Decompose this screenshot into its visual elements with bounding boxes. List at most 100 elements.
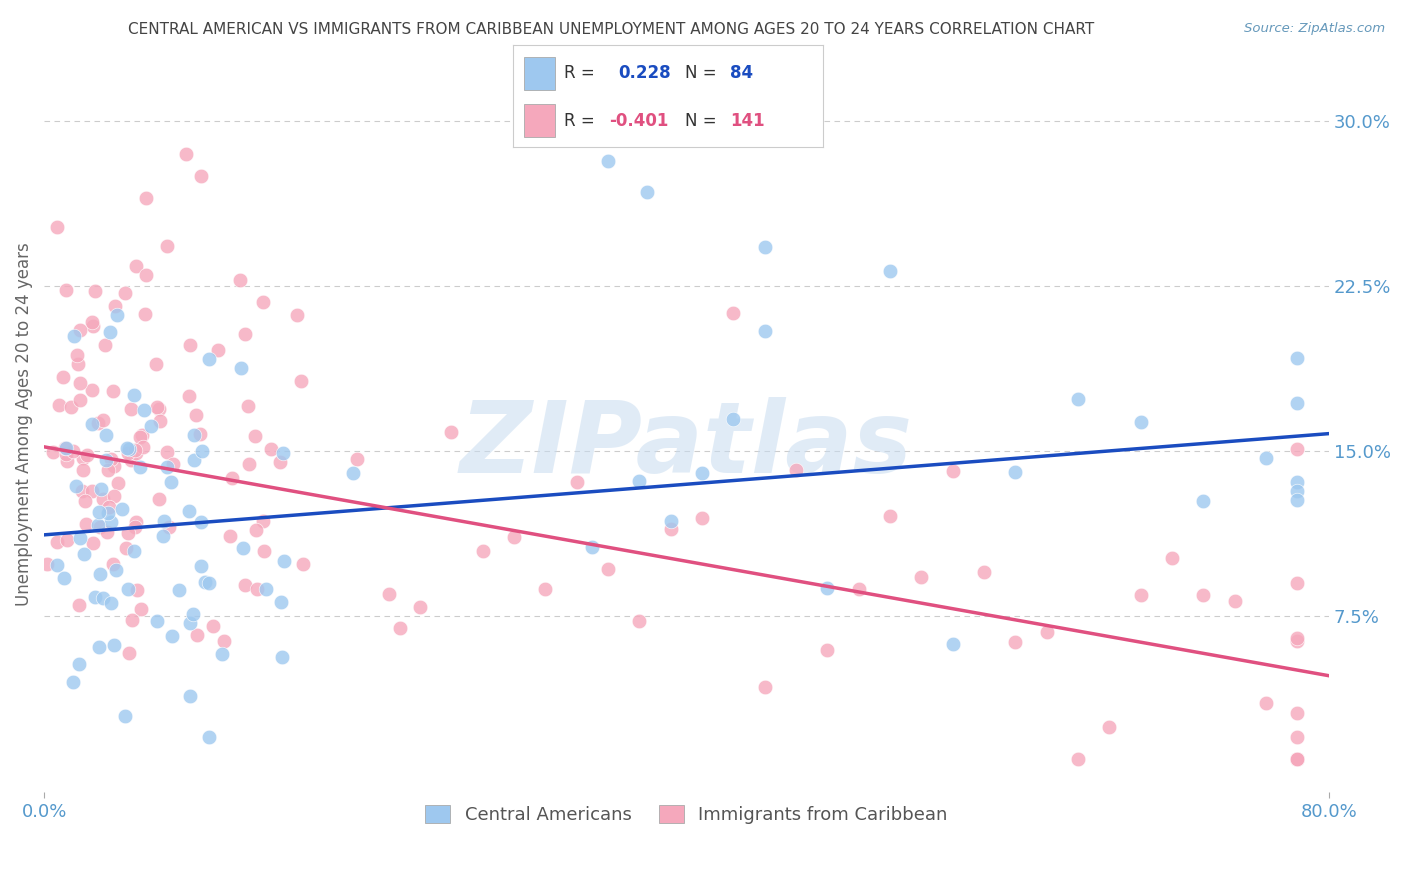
Point <box>1286 493 1309 508</box>
Point <box>1286 483 1309 498</box>
Text: ZIPatlas: ZIPatlas <box>460 397 912 494</box>
Point <box>179 689 201 703</box>
Point <box>149 414 172 428</box>
Point <box>118 442 141 457</box>
Point <box>1286 752 1309 766</box>
Text: 84: 84 <box>730 64 752 82</box>
Text: R =: R = <box>564 112 595 129</box>
Point <box>135 268 157 283</box>
Point <box>80 483 103 498</box>
Point <box>124 443 146 458</box>
Point <box>260 442 283 456</box>
Point <box>179 389 201 403</box>
Point <box>69 392 91 407</box>
Point <box>1004 634 1026 648</box>
Point <box>87 416 110 430</box>
Point <box>114 708 136 723</box>
Point <box>72 463 94 477</box>
Point <box>80 315 103 329</box>
Point <box>598 562 620 576</box>
Point <box>174 146 197 161</box>
Point <box>146 400 169 414</box>
Point <box>191 443 214 458</box>
Point <box>1067 392 1090 406</box>
Point <box>183 428 205 442</box>
Point <box>910 570 932 584</box>
Point <box>1286 752 1309 766</box>
Point <box>100 451 122 466</box>
Legend: Central Americans, Immigrants from Caribbean: Central Americans, Immigrants from Carib… <box>418 798 955 831</box>
Point <box>198 731 221 745</box>
Point <box>70 483 93 498</box>
Point <box>233 326 256 341</box>
Point <box>1192 588 1215 602</box>
Point <box>581 540 603 554</box>
Point <box>135 191 157 205</box>
Point <box>162 457 184 471</box>
Point <box>105 563 128 577</box>
Point <box>754 239 776 253</box>
Point <box>1254 450 1277 465</box>
Text: Source: ZipAtlas.com: Source: ZipAtlas.com <box>1244 22 1385 36</box>
Point <box>134 308 156 322</box>
Point <box>67 599 90 613</box>
Point <box>96 525 118 540</box>
Point <box>659 522 682 536</box>
Point <box>534 582 557 596</box>
Point <box>252 515 274 529</box>
Point <box>236 399 259 413</box>
Point <box>103 638 125 652</box>
Point <box>273 554 295 568</box>
Point <box>55 447 77 461</box>
Point <box>1286 351 1309 365</box>
Point <box>848 582 870 597</box>
Text: N =: N = <box>685 112 717 129</box>
Point <box>156 444 179 458</box>
Point <box>60 400 83 414</box>
Point <box>754 325 776 339</box>
Point <box>817 581 839 595</box>
Point <box>98 325 121 339</box>
Point <box>181 607 204 621</box>
Point <box>207 343 229 357</box>
Point <box>269 455 291 469</box>
Point <box>229 361 252 376</box>
Point <box>157 520 180 534</box>
Point <box>1223 594 1246 608</box>
Point <box>565 475 588 490</box>
Point <box>87 505 110 519</box>
Point <box>73 547 96 561</box>
Point <box>1286 752 1309 766</box>
Point <box>184 408 207 422</box>
Point <box>76 448 98 462</box>
Point <box>198 351 221 366</box>
Point <box>211 647 233 661</box>
Point <box>342 466 364 480</box>
Point <box>94 338 117 352</box>
Point <box>186 628 208 642</box>
Point <box>1286 631 1309 645</box>
Point <box>91 492 114 507</box>
Point <box>1004 466 1026 480</box>
Point <box>128 430 150 444</box>
Point <box>117 525 139 540</box>
Point <box>124 259 146 273</box>
Point <box>1286 575 1309 590</box>
Point <box>53 441 76 455</box>
Point <box>243 429 266 443</box>
Point <box>131 602 153 616</box>
Point <box>42 444 65 458</box>
Point <box>659 514 682 528</box>
Point <box>111 501 134 516</box>
Point <box>271 649 294 664</box>
Text: -0.401: -0.401 <box>609 112 668 129</box>
Point <box>134 402 156 417</box>
Point <box>1067 752 1090 766</box>
Point <box>52 370 75 384</box>
Point <box>879 509 901 524</box>
Point <box>84 284 107 298</box>
Point <box>598 153 620 168</box>
Point <box>179 338 201 352</box>
Point <box>46 558 69 572</box>
Point <box>628 614 651 628</box>
